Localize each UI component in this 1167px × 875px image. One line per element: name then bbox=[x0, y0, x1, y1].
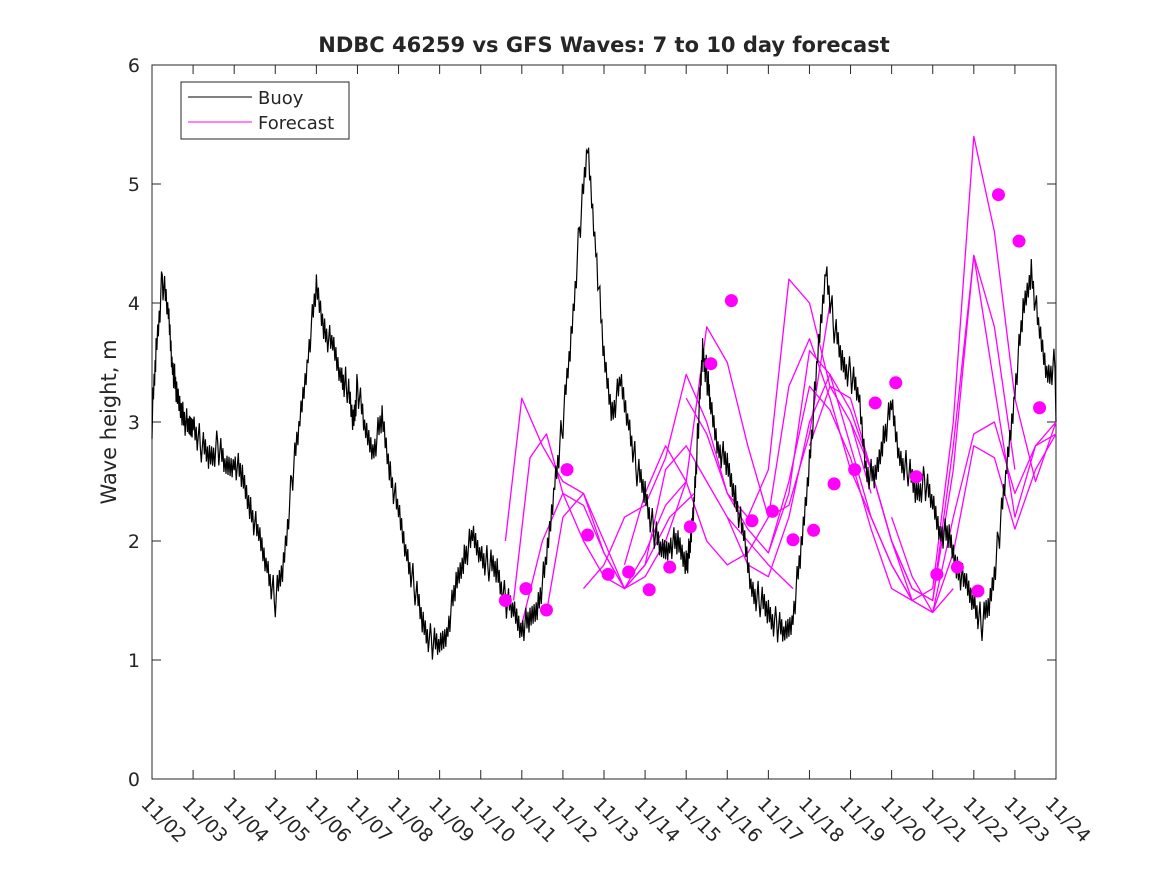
legend-buoy-label: Buoy bbox=[258, 88, 304, 109]
forecast-marker bbox=[991, 188, 1005, 202]
legend-forecast-label: Forecast bbox=[258, 113, 334, 134]
forecast-line bbox=[623, 338, 913, 601]
forecast-marker bbox=[745, 514, 759, 528]
forecast-marker bbox=[807, 523, 821, 537]
forecast-marker bbox=[560, 463, 574, 477]
y-tick-label: 0 bbox=[128, 769, 140, 791]
forecast-marker bbox=[868, 396, 882, 410]
forecast-marker bbox=[930, 567, 944, 581]
forecast-marker bbox=[601, 567, 615, 581]
buoy-line-group bbox=[151, 147, 1057, 660]
forecast-marker bbox=[663, 560, 677, 574]
legend: Buoy Forecast bbox=[180, 81, 350, 140]
forecast-line bbox=[685, 349, 954, 614]
forecast-line bbox=[808, 254, 1057, 602]
forecast-marker bbox=[539, 603, 553, 617]
y-axis-label: Wave height, m bbox=[97, 339, 121, 504]
forecast-marker bbox=[909, 470, 923, 484]
forecast-marker bbox=[786, 533, 800, 547]
forecast-marker bbox=[704, 357, 718, 371]
y-tick-label: 1 bbox=[128, 650, 140, 672]
y-tick-label: 6 bbox=[128, 55, 140, 77]
forecast-line bbox=[890, 433, 1057, 614]
forecast-line bbox=[849, 421, 1057, 614]
forecast-markers bbox=[498, 188, 1047, 617]
forecast-marker bbox=[950, 560, 964, 574]
forecast-marker bbox=[889, 376, 903, 390]
y-tick-label: 2 bbox=[128, 531, 140, 553]
forecast-marker bbox=[1033, 401, 1047, 415]
forecast-marker bbox=[519, 582, 533, 596]
y-tick-label: 4 bbox=[128, 293, 140, 315]
y-tick-label: 5 bbox=[128, 174, 140, 196]
forecast-marker bbox=[622, 565, 636, 579]
forecast-marker bbox=[724, 294, 738, 308]
chart-title: NDBC 46259 vs GFS Waves: 7 to 10 day for… bbox=[318, 33, 889, 57]
forecast-marker bbox=[642, 583, 656, 597]
buoy-line bbox=[151, 147, 1057, 660]
forecast-marker bbox=[683, 520, 697, 534]
y-axis: 0 1 2 3 4 5 6 bbox=[128, 55, 1056, 791]
forecast-marker bbox=[1012, 234, 1026, 248]
forecast-marker bbox=[848, 463, 862, 477]
plot-frame bbox=[151, 64, 1057, 780]
forecast-marker bbox=[581, 528, 595, 542]
forecast-marker bbox=[498, 594, 512, 607]
forecast-marker bbox=[971, 584, 985, 598]
forecast-lines bbox=[504, 135, 1057, 625]
forecast-marker bbox=[765, 504, 779, 518]
legend-box bbox=[180, 81, 350, 140]
y-tick-label: 3 bbox=[128, 412, 140, 434]
forecast-marker bbox=[827, 477, 841, 491]
